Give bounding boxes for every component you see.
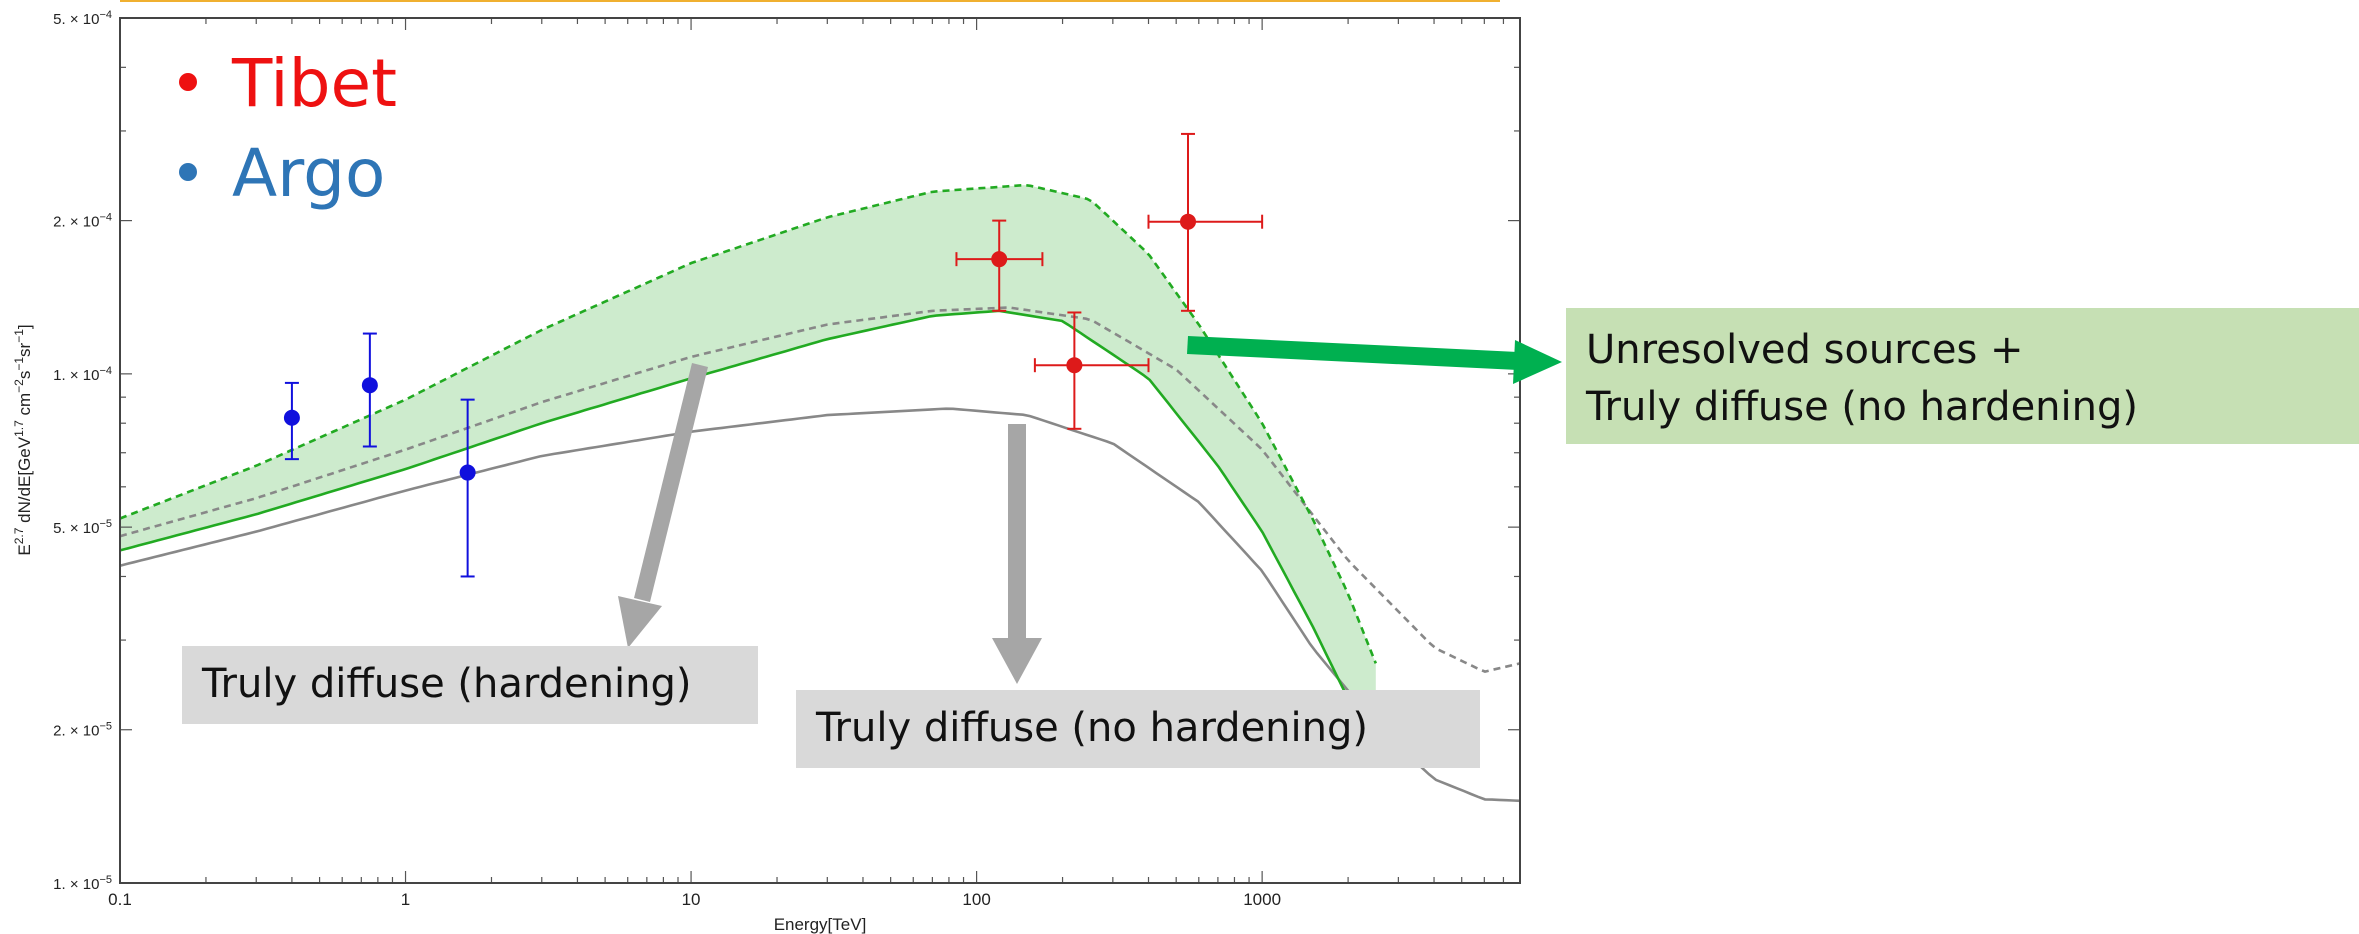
curve-green-dashed-upper	[119, 183, 1378, 664]
data-point-argo	[283, 381, 300, 461]
y-tick-label: 5. × 10−4	[53, 9, 112, 28]
band-layer	[120, 185, 1376, 754]
arrow-unresolved-shaft	[1187, 336, 1518, 370]
arrow-hardening-shaft	[634, 363, 708, 602]
legend-label-argo: Argo	[232, 135, 385, 212]
plot-frame	[119, 17, 1521, 884]
callout-no-hardening-text: Truly diffuse (no hardening)	[816, 705, 1368, 751]
x-tick-label: 1	[401, 890, 410, 909]
data-points	[283, 132, 1264, 578]
curve-gray-solid	[119, 407, 1521, 803]
curves	[119, 183, 1521, 803]
callout-truly-diffuse-hardening: Truly diffuse (hardening)	[182, 646, 758, 724]
arrow-hardening-head	[618, 596, 662, 648]
top-strip	[120, 0, 1500, 2]
x-tick-labels: 0.1 1 10 100 1000	[108, 890, 1281, 909]
y-tick-label: 5. × 10−5	[53, 518, 112, 537]
x-tick-label: 100	[962, 890, 990, 909]
curve-gray-dashed	[119, 306, 1521, 673]
x-axis-title: Energy[TeV]	[774, 915, 867, 934]
arrow-no-hardening-head	[992, 638, 1042, 684]
callout-unresolved-sources: Unresolved sources + Truly diffuse (no h…	[1566, 308, 2359, 444]
data-point-argo	[361, 332, 378, 448]
callout-unresolved-line2: Truly diffuse (no hardening)	[1586, 384, 2138, 430]
y-tick-label: 2. × 10−4	[53, 212, 112, 231]
arrow-unresolved	[1187, 336, 1562, 384]
arrow-hardening	[618, 363, 708, 648]
legend-marker-tibet	[179, 73, 197, 91]
x-tick-label: 1000	[1243, 890, 1281, 909]
data-marker	[1180, 213, 1197, 230]
data-marker	[283, 409, 300, 426]
y-tick-label: 2. × 10−5	[53, 721, 112, 740]
y-tick-label: 1. × 10−4	[53, 365, 112, 384]
y-tick-labels: 1. × 10−5 2. × 10−5 5. × 10−5 1. × 10−4 2. ×…	[53, 9, 112, 893]
legend-label-tibet: Tibet	[231, 45, 397, 122]
x-tick-label: 0.1	[108, 890, 132, 909]
data-point-tibet	[955, 219, 1044, 312]
data-marker	[1066, 357, 1083, 374]
callout-truly-diffuse-no-hardening: Truly diffuse (no hardening)	[796, 690, 1480, 768]
legend-marker-argo	[179, 163, 197, 181]
data-marker	[459, 464, 476, 481]
y-axis-title: E2.7 dN/dE[GeV1.7 cm−2s−1sr−1]	[12, 324, 34, 555]
curve-green-solid	[119, 309, 1377, 754]
annotation-arrows	[618, 336, 1562, 684]
data-marker	[991, 251, 1008, 268]
data-point-tibet	[1033, 311, 1150, 430]
shaded-band	[120, 185, 1376, 754]
legend: Tibet Argo	[179, 45, 397, 212]
y-tick-label: 1. × 10−5	[53, 874, 112, 893]
data-point-tibet	[1147, 132, 1264, 312]
arrow-no-hardening-shaft	[1008, 424, 1026, 640]
x-tick-label: 10	[682, 890, 701, 909]
arrow-no-hardening	[992, 424, 1042, 684]
data-marker	[361, 377, 378, 394]
data-point-argo	[459, 398, 476, 578]
callout-hardening-text: Truly diffuse (hardening)	[202, 661, 692, 707]
callout-unresolved-line1: Unresolved sources +	[1586, 327, 2024, 373]
arrow-unresolved-head	[1513, 340, 1562, 384]
